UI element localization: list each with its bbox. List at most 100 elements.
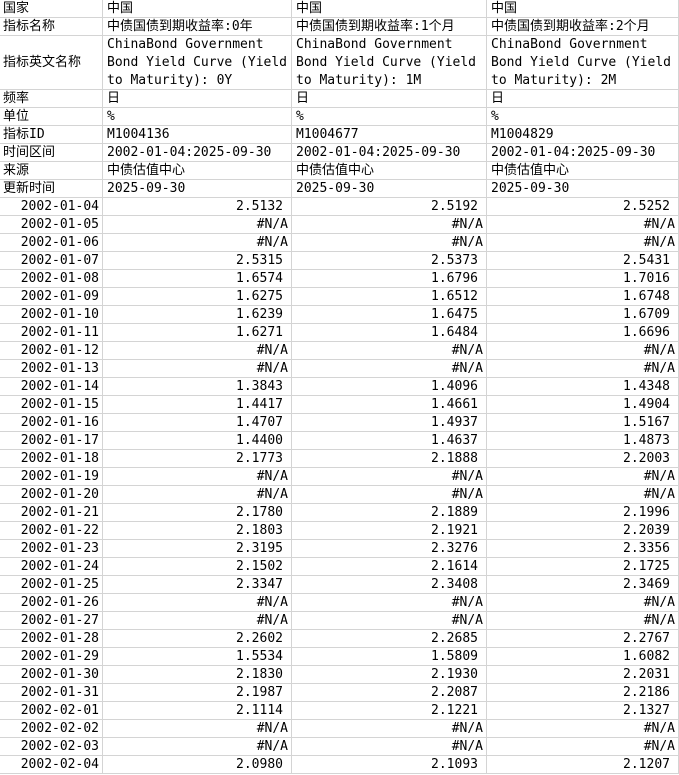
value-cell[interactable]: 1.4096	[292, 378, 487, 396]
date-cell[interactable]: 2002-01-20	[0, 486, 103, 504]
field-label-cell[interactable]: 时间区间	[0, 144, 103, 162]
field-value-cell[interactable]: 2025-09-30	[103, 180, 292, 198]
value-cell[interactable]: #N/A	[103, 612, 292, 630]
value-cell[interactable]: 2.1930	[292, 666, 487, 684]
field-label-cell[interactable]: 指标名称	[0, 18, 103, 36]
value-cell[interactable]: 2.5373	[292, 252, 487, 270]
value-cell[interactable]: #N/A	[487, 360, 679, 378]
date-cell[interactable]: 2002-01-11	[0, 324, 103, 342]
value-cell[interactable]: 1.4417	[103, 396, 292, 414]
value-cell[interactable]: #N/A	[292, 720, 487, 738]
value-cell[interactable]: 1.4637	[292, 432, 487, 450]
value-cell[interactable]: 1.3843	[103, 378, 292, 396]
field-value-cell[interactable]: 日	[103, 90, 292, 108]
value-cell[interactable]: 1.7016	[487, 270, 679, 288]
value-cell[interactable]: #N/A	[103, 360, 292, 378]
date-cell[interactable]: 2002-01-15	[0, 396, 103, 414]
date-cell[interactable]: 2002-01-06	[0, 234, 103, 252]
value-cell[interactable]: 1.4707	[103, 414, 292, 432]
value-cell[interactable]: 2.1502	[103, 558, 292, 576]
field-value-cell[interactable]: 2025-09-30	[292, 180, 487, 198]
value-cell[interactable]: 2.2003	[487, 450, 679, 468]
value-cell[interactable]: 1.4904	[487, 396, 679, 414]
value-cell[interactable]: 2.3276	[292, 540, 487, 558]
value-cell[interactable]: 1.5167	[487, 414, 679, 432]
value-cell[interactable]: #N/A	[103, 594, 292, 612]
value-cell[interactable]: 1.6709	[487, 306, 679, 324]
value-cell[interactable]: 2.2186	[487, 684, 679, 702]
field-value-cell[interactable]: ChinaBond Government Bond Yield Curve (Y…	[292, 36, 487, 90]
value-cell[interactable]: #N/A	[487, 342, 679, 360]
value-cell[interactable]: #N/A	[103, 468, 292, 486]
field-value-cell[interactable]: 日	[487, 90, 679, 108]
value-cell[interactable]: 2.5252	[487, 198, 679, 216]
date-cell[interactable]: 2002-01-23	[0, 540, 103, 558]
value-cell[interactable]: 1.6574	[103, 270, 292, 288]
field-label-cell[interactable]: 指标英文名称	[0, 36, 103, 90]
value-cell[interactable]: 2.1830	[103, 666, 292, 684]
value-cell[interactable]: 2.5431	[487, 252, 679, 270]
value-cell[interactable]: 1.4873	[487, 432, 679, 450]
field-value-cell[interactable]: M1004829	[487, 126, 679, 144]
field-value-cell[interactable]: 中债国债到期收益率:0年	[103, 18, 292, 36]
value-cell[interactable]: 2.1093	[292, 756, 487, 774]
date-cell[interactable]: 2002-01-25	[0, 576, 103, 594]
value-cell[interactable]: #N/A	[487, 612, 679, 630]
value-cell[interactable]: #N/A	[292, 234, 487, 252]
field-value-cell[interactable]: 中债国债到期收益率:2个月	[487, 18, 679, 36]
field-value-cell[interactable]: %	[487, 108, 679, 126]
field-value-cell[interactable]: M1004136	[103, 126, 292, 144]
field-value-cell[interactable]: ChinaBond Government Bond Yield Curve (Y…	[487, 36, 679, 90]
field-value-cell[interactable]: 2025-09-30	[487, 180, 679, 198]
value-cell[interactable]: 2.1780	[103, 504, 292, 522]
value-cell[interactable]: #N/A	[487, 594, 679, 612]
date-cell[interactable]: 2002-01-30	[0, 666, 103, 684]
value-cell[interactable]: 2.2039	[487, 522, 679, 540]
value-cell[interactable]: #N/A	[292, 738, 487, 756]
value-cell[interactable]: 2.1987	[103, 684, 292, 702]
value-cell[interactable]: 1.6271	[103, 324, 292, 342]
date-cell[interactable]: 2002-01-27	[0, 612, 103, 630]
value-cell[interactable]: 2.5315	[103, 252, 292, 270]
date-cell[interactable]: 2002-01-05	[0, 216, 103, 234]
date-cell[interactable]: 2002-01-13	[0, 360, 103, 378]
value-cell[interactable]: 2.1221	[292, 702, 487, 720]
value-cell[interactable]: 2.0980	[103, 756, 292, 774]
value-cell[interactable]: 1.4400	[103, 432, 292, 450]
date-cell[interactable]: 2002-01-18	[0, 450, 103, 468]
value-cell[interactable]: 2.3195	[103, 540, 292, 558]
value-cell[interactable]: 2.1803	[103, 522, 292, 540]
value-cell[interactable]: #N/A	[103, 720, 292, 738]
value-cell[interactable]: 1.4937	[292, 414, 487, 432]
value-cell[interactable]: #N/A	[292, 360, 487, 378]
value-cell[interactable]: 2.1725	[487, 558, 679, 576]
value-cell[interactable]: #N/A	[487, 486, 679, 504]
value-cell[interactable]: #N/A	[292, 216, 487, 234]
date-cell[interactable]: 2002-01-21	[0, 504, 103, 522]
value-cell[interactable]: 2.3356	[487, 540, 679, 558]
value-cell[interactable]: 2.2031	[487, 666, 679, 684]
value-cell[interactable]: #N/A	[103, 738, 292, 756]
date-cell[interactable]: 2002-02-04	[0, 756, 103, 774]
value-cell[interactable]: #N/A	[103, 342, 292, 360]
value-cell[interactable]: 2.1921	[292, 522, 487, 540]
field-label-cell[interactable]: 指标ID	[0, 126, 103, 144]
field-value-cell[interactable]: 中国	[487, 0, 679, 18]
field-value-cell[interactable]: 中国	[292, 0, 487, 18]
value-cell[interactable]: 1.6275	[103, 288, 292, 306]
value-cell[interactable]: #N/A	[103, 486, 292, 504]
date-cell[interactable]: 2002-02-02	[0, 720, 103, 738]
value-cell[interactable]: 2.3347	[103, 576, 292, 594]
value-cell[interactable]: 2.2685	[292, 630, 487, 648]
value-cell[interactable]: 2.1889	[292, 504, 487, 522]
field-value-cell[interactable]: ChinaBond Government Bond Yield Curve (Y…	[103, 36, 292, 90]
value-cell[interactable]: #N/A	[487, 720, 679, 738]
field-label-cell[interactable]: 更新时间	[0, 180, 103, 198]
field-value-cell[interactable]: %	[292, 108, 487, 126]
field-value-cell[interactable]: %	[103, 108, 292, 126]
value-cell[interactable]: 1.4348	[487, 378, 679, 396]
value-cell[interactable]: 2.1207	[487, 756, 679, 774]
field-value-cell[interactable]: 2002-01-04:2025-09-30	[103, 144, 292, 162]
field-value-cell[interactable]: M1004677	[292, 126, 487, 144]
field-value-cell[interactable]: 中债估值中心	[292, 162, 487, 180]
